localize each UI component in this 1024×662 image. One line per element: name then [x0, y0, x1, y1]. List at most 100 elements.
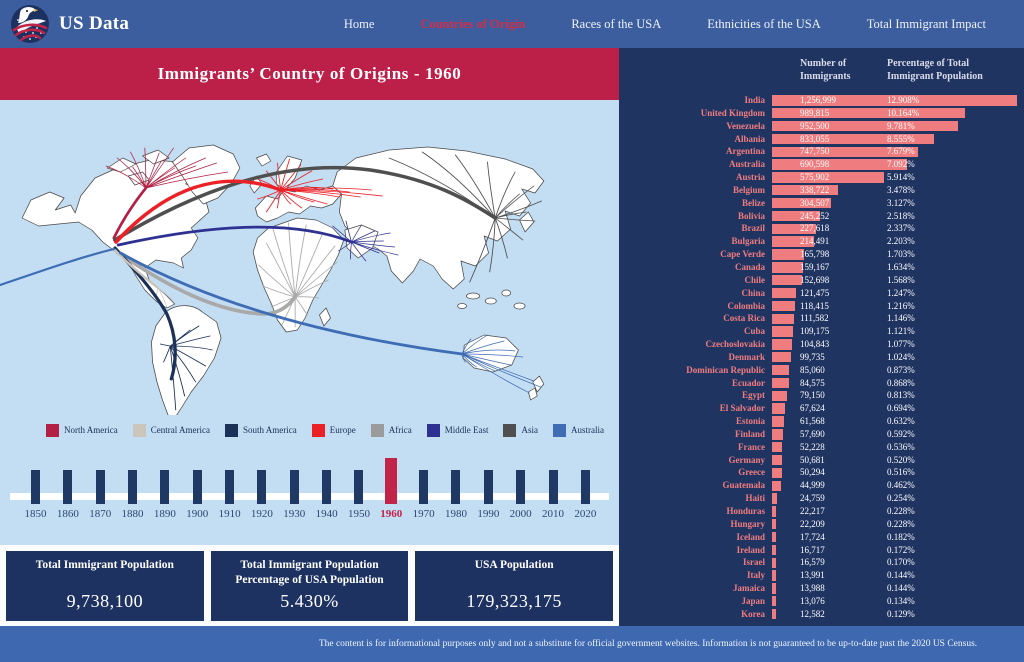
timeline-tick-1930[interactable]: [289, 470, 299, 504]
timeline-tick-1900[interactable]: [192, 470, 202, 504]
timeline-year-1970[interactable]: 1970: [410, 458, 437, 520]
timeline-year-1910[interactable]: 1910: [216, 458, 243, 520]
country-percent-value: 5.914%: [887, 172, 915, 183]
world-immigration-flow-map: [0, 144, 545, 415]
country-bar: [772, 531, 776, 543]
country-number-value: 44,999: [800, 480, 825, 491]
timeline-tick-1980[interactable]: [451, 470, 461, 504]
timeline-track: [10, 493, 609, 500]
timeline-year-1900[interactable]: 1900: [184, 458, 211, 520]
timeline-year-1870[interactable]: 1870: [87, 458, 114, 520]
country-number-value: 84,575: [800, 377, 825, 388]
legend-label: South America: [242, 425, 297, 435]
country-label: Italy: [747, 570, 765, 581]
timeline-tick-1920[interactable]: [257, 470, 267, 504]
timeline-year-label: 1920: [250, 508, 273, 520]
timeline-tick-1910[interactable]: [225, 470, 235, 504]
legend-item-middle-east: Middle East: [426, 423, 488, 437]
country-label: Colombia: [727, 300, 765, 311]
nav-item-total-immigrant-impact[interactable]: Total Immigrant Impact: [866, 16, 986, 31]
timeline-year-label: 1980: [444, 508, 467, 520]
country-row-chile: Chile 152,698 1.568%: [619, 274, 1024, 287]
country-bar: [772, 159, 907, 170]
country-label: Germany: [728, 454, 766, 465]
country-percent-value: 2.337%: [887, 223, 915, 234]
country-row-australia: Australia 690,598 7.092%: [619, 158, 1024, 171]
timeline-year-2000[interactable]: 2000: [507, 458, 534, 520]
timeline-year-label: 1910: [218, 508, 241, 520]
country-percent-value: 0.170%: [887, 557, 915, 568]
timeline-year-1920[interactable]: 1920: [248, 458, 275, 520]
timeline-year-1990[interactable]: 1990: [475, 458, 502, 520]
timeline-tick-2020[interactable]: [580, 470, 590, 504]
country-percent-value: 0.182%: [887, 531, 915, 542]
country-number-value: 245,252: [800, 210, 830, 221]
country-number-value: 304,507: [800, 197, 830, 208]
timeline-year-1930[interactable]: 1930: [281, 458, 308, 520]
timeline-year-1950[interactable]: 1950: [345, 458, 372, 520]
timeline-year-1850[interactable]: 1850: [22, 458, 49, 520]
timeline-year-1960[interactable]: 1960: [378, 458, 405, 520]
country-number-value: 22,217: [800, 506, 825, 516]
timeline-year-2010[interactable]: 2010: [540, 458, 567, 520]
col-header-number-of-immigrants: Number of Immigrants: [800, 58, 851, 82]
country-bar: [772, 95, 1017, 106]
timeline-year-1980[interactable]: 1980: [442, 458, 469, 520]
timeline-year-1890[interactable]: 1890: [151, 458, 178, 520]
country-label: France: [738, 441, 765, 452]
legend-swatch: [426, 423, 440, 437]
stat-card-usa-population: USA Population 179,323,175: [415, 551, 614, 621]
stat-title: Total Immigrant Population Percentage of…: [235, 559, 384, 586]
timeline-year-2020[interactable]: 2020: [572, 458, 599, 520]
country-percent-value: 7.679%: [887, 146, 915, 157]
timeline-year-1860[interactable]: 1860: [54, 458, 81, 520]
timeline-tick-1870[interactable]: [95, 470, 105, 504]
country-row-brazil: Brazil 227,618 2.337%: [619, 222, 1024, 235]
timeline-tick-1970[interactable]: [419, 470, 429, 504]
timeline-tick-1990[interactable]: [483, 470, 493, 504]
timeline-year-1880[interactable]: 1880: [119, 458, 146, 520]
brand[interactable]: US Data: [0, 4, 129, 44]
map-legend: North America Central America South Americ…: [46, 417, 604, 443]
country-percent-value: 1.703%: [887, 249, 915, 260]
timeline-tick-1850[interactable]: [31, 470, 40, 504]
country-row-estonia: Estonia 61,568 0.632%: [619, 415, 1024, 428]
country-bar: [772, 429, 784, 440]
country-bar: [772, 390, 788, 401]
country-bar: [772, 210, 820, 222]
country-bar: [772, 608, 776, 620]
country-bar: [772, 249, 805, 260]
timeline-tick-1940[interactable]: [322, 470, 332, 504]
timeline-tick-1880[interactable]: [128, 470, 138, 504]
nav-item-ethnicities-of-the-usa[interactable]: Ethnicities of the USA: [707, 16, 821, 31]
country-label: Brazil: [741, 223, 766, 234]
country-percent-value: 0.228%: [887, 506, 915, 516]
country-row-el-salvador: El Salvador 67,624 0.694%: [619, 402, 1024, 415]
country-number-value: 50,294: [800, 467, 825, 478]
nav-item-countries-of-origin[interactable]: Countries of Origin: [420, 16, 526, 31]
country-percent-value: 3.478%: [887, 184, 915, 195]
country-bar: [772, 454, 782, 466]
legend-swatch: [46, 423, 59, 437]
timeline-tick-2000[interactable]: [516, 470, 526, 504]
nav-item-races-of-the-usa[interactable]: Races of the USA: [571, 16, 662, 31]
country-number-value: 833,055: [800, 133, 830, 144]
timeline-tick-1950[interactable]: [354, 470, 364, 504]
timeline-tick-1890[interactable]: [160, 470, 170, 504]
timeline-tick-2010[interactable]: [548, 470, 558, 504]
timeline-year-label: 1870: [89, 508, 112, 520]
country-row-iceland: Iceland 17,724 0.182%: [619, 531, 1024, 544]
country-number-value: 165,798: [800, 249, 830, 260]
timeline-year-label: 1960: [380, 508, 403, 520]
country-number-value: 16,717: [800, 544, 825, 555]
country-number-value: 1,256,999: [800, 95, 836, 105]
timeline-tick-1960[interactable]: [385, 458, 398, 504]
timeline-tick-1860[interactable]: [63, 470, 73, 504]
country-percent-value: 8.555%: [887, 133, 915, 144]
country-label: Greece: [738, 467, 765, 478]
country-bar: [772, 133, 935, 145]
timeline-year-1940[interactable]: 1940: [313, 458, 340, 520]
country-percent-value: 0.694%: [887, 403, 915, 414]
country-bar: [772, 583, 776, 594]
nav-item-home[interactable]: Home: [343, 16, 375, 31]
